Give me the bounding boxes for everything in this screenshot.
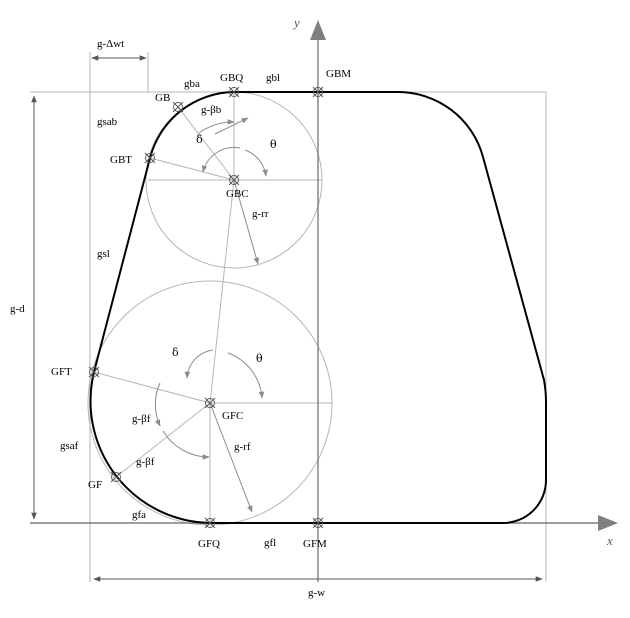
bottom-to-flange-centerline xyxy=(209,179,235,404)
axes: x y xyxy=(30,15,618,582)
label-gbl: gbl xyxy=(266,72,280,84)
gbq-marker xyxy=(228,86,240,98)
gft-radius-line xyxy=(93,371,211,404)
gfm-marker xyxy=(312,517,324,529)
x-axis-label: x xyxy=(606,533,613,548)
flange-beta-upper-arc xyxy=(154,382,161,427)
flange-delta-arc xyxy=(184,349,214,379)
angle-labels: δ θ δ θ xyxy=(172,133,277,365)
flange-fillet-annotations xyxy=(154,349,265,513)
flange-radius-arrow xyxy=(209,402,253,513)
gb-marker xyxy=(172,101,184,113)
label-theta-flange: θ xyxy=(256,352,263,365)
gf-marker xyxy=(110,471,122,483)
bottom-beta-arc xyxy=(198,119,235,134)
label-gf: GF xyxy=(88,479,102,491)
width-label: g-w xyxy=(308,587,325,599)
dimensions: g-Δwt g-d g-w xyxy=(10,38,543,599)
bottom-beta-inner-arrow xyxy=(214,117,249,135)
label-flange-beta-upper: g-βf xyxy=(132,413,151,425)
flange-theta-arc xyxy=(227,352,265,399)
label-delta-bottom: δ xyxy=(196,133,203,146)
depth-label: g-d xyxy=(10,303,25,315)
bottom-radius-arrow xyxy=(233,179,259,265)
gf-radius-line xyxy=(115,402,211,478)
gbm-marker xyxy=(312,86,324,98)
label-gfc: GFC xyxy=(222,410,243,422)
label-flange-radius: g-rf xyxy=(234,441,251,453)
label-gba: gba xyxy=(184,78,200,90)
gfq-marker xyxy=(204,517,216,529)
label-gfl: gfl xyxy=(264,537,276,549)
label-gbt: GBT xyxy=(110,154,132,166)
flange-fillet-circle xyxy=(87,280,333,526)
y-axis-label: y xyxy=(292,15,300,30)
gft-marker xyxy=(88,366,100,378)
label-gfa: gfa xyxy=(132,509,146,521)
label-gb: GB xyxy=(155,92,170,104)
label-gfm: GFM xyxy=(303,538,327,550)
label-flange-beta-lower: g-βf xyxy=(136,456,155,468)
label-bottom-beta: g-βb xyxy=(201,104,222,116)
label-bottom-radius: g-rr xyxy=(252,208,269,220)
bottom-theta-arc xyxy=(244,149,268,177)
label-gsaf: gsaf xyxy=(60,440,79,452)
label-gsl: gsl xyxy=(97,248,110,260)
gb-radius-line xyxy=(177,106,235,181)
parameter-labels: g-βb g-rr g-βf g-βf g-rf xyxy=(132,104,269,468)
point-markers xyxy=(88,86,324,529)
gbt-radius-line xyxy=(149,157,235,181)
bottom-delta-arc xyxy=(201,146,241,173)
gbc-marker xyxy=(228,174,240,186)
label-gfq: GFQ xyxy=(198,538,220,550)
x-axis-arrow xyxy=(598,515,618,531)
y-axis-arrow xyxy=(310,20,326,40)
bottom-fillet-annotations xyxy=(198,117,268,265)
label-gbm: GBM xyxy=(326,68,351,80)
gbt-marker xyxy=(144,152,156,164)
label-delta-flange: δ xyxy=(172,346,179,359)
point-labels: GBQ GBM GB GBT GBC GFT GFC GF GFQ GFM xyxy=(51,68,351,550)
label-gbc: GBC xyxy=(226,188,249,200)
segment-labels: gba gbl gsab gsl gsaf gfa gfl xyxy=(60,72,280,549)
wall-thickness-label: g-Δwt xyxy=(97,38,124,50)
label-gbq: GBQ xyxy=(220,72,243,84)
gfc-marker xyxy=(204,397,216,409)
label-gft: GFT xyxy=(51,366,72,378)
label-theta-bottom: θ xyxy=(270,138,277,151)
flange-beta-lower-arc xyxy=(162,430,210,460)
label-gsab: gsab xyxy=(97,116,118,128)
